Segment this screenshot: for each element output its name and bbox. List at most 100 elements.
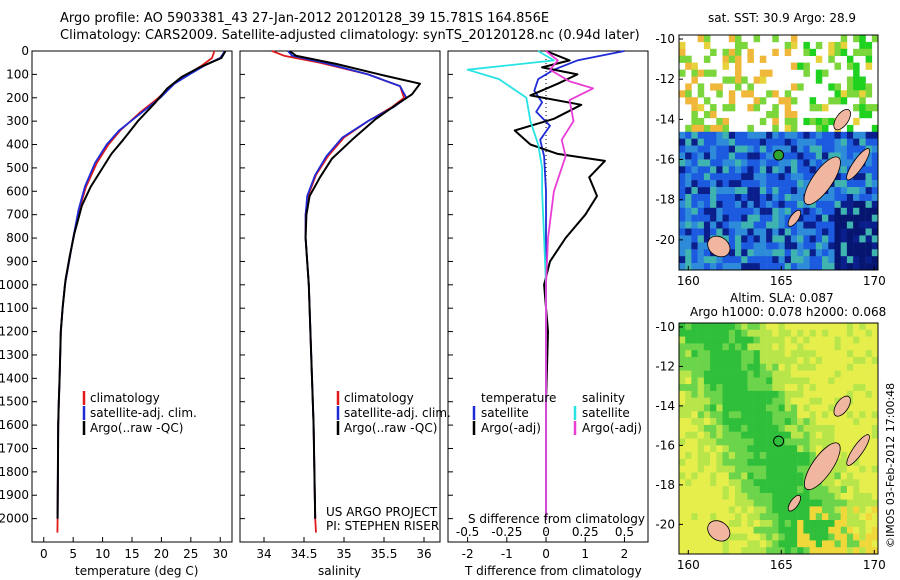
map-cell — [803, 377, 810, 385]
map-cell — [846, 336, 854, 344]
map-cell — [822, 104, 829, 112]
map-cell — [710, 336, 717, 344]
map-cell — [728, 492, 736, 500]
map-cell — [759, 397, 767, 405]
map-cell — [753, 166, 761, 174]
map-cell — [871, 486, 879, 494]
map-cell — [790, 513, 798, 521]
map-cell — [778, 540, 785, 548]
map-cell — [735, 506, 742, 514]
map-cell — [741, 173, 748, 181]
map-cell — [846, 486, 854, 494]
map-cell — [735, 418, 742, 426]
map-cell — [859, 336, 866, 344]
map-cell — [803, 465, 810, 473]
map-cell — [735, 69, 742, 77]
map-cell — [859, 200, 866, 209]
map-cell — [741, 323, 748, 331]
map-cell — [697, 452, 705, 460]
map-cell — [722, 465, 729, 473]
map-cell — [772, 452, 779, 460]
map-cell — [685, 363, 692, 371]
map-cell — [772, 472, 779, 480]
map-cell — [871, 343, 879, 351]
map-cell — [691, 104, 698, 112]
map-cell — [710, 492, 717, 500]
map-cell — [797, 513, 804, 521]
map-cell — [772, 187, 779, 195]
map-cell — [871, 228, 879, 236]
map-cell — [697, 343, 705, 351]
map-cell — [834, 249, 841, 257]
map-cell — [679, 145, 686, 153]
map-cell — [691, 343, 698, 351]
map-cell — [828, 138, 835, 146]
map-cell — [753, 357, 761, 365]
map-cell — [865, 547, 873, 555]
map-cell — [716, 363, 723, 371]
map-cell — [697, 256, 705, 264]
map-cell — [722, 350, 729, 358]
map-cell — [747, 343, 754, 351]
map-cell — [753, 152, 761, 160]
map-cell — [772, 145, 779, 153]
map-cell — [871, 506, 879, 514]
map-cell — [766, 384, 773, 392]
map-cell — [853, 492, 860, 500]
x-tick-label: 34.5 — [291, 547, 318, 561]
map-cell — [747, 48, 754, 56]
map-cell — [741, 152, 748, 160]
map-cell — [710, 69, 717, 77]
map-cell — [735, 445, 742, 453]
map-cell — [766, 166, 773, 174]
map-cell — [865, 173, 873, 181]
map-cell — [778, 431, 785, 439]
map-cell — [703, 418, 711, 426]
map-cell — [710, 104, 717, 112]
map-cell — [865, 111, 873, 119]
map-cell — [828, 506, 835, 514]
island — [833, 108, 851, 131]
map-cell — [790, 263, 798, 271]
map-cell — [735, 492, 742, 500]
map-cell — [710, 207, 717, 215]
map-cell — [815, 242, 823, 250]
map-cell — [828, 235, 835, 243]
map-cell — [797, 173, 804, 181]
map-cell — [871, 187, 879, 195]
map-cell — [697, 187, 705, 195]
map-cell — [834, 486, 841, 494]
map-cell — [790, 159, 798, 167]
map-y-tick-label: -14 — [655, 399, 675, 413]
map-cell — [778, 445, 785, 453]
map-cell — [766, 131, 773, 139]
map-cell — [859, 166, 866, 174]
map-cell — [685, 131, 692, 139]
map-cell — [722, 117, 729, 126]
map-cell — [697, 131, 705, 139]
map-cell — [784, 418, 792, 426]
map-cell — [809, 104, 817, 112]
map-cell — [853, 418, 860, 426]
map-cell — [710, 390, 717, 398]
map-cell — [772, 431, 779, 439]
diff-legend-temp-satellite: satellite — [481, 406, 529, 420]
map-cell — [834, 145, 841, 153]
map-cell — [772, 194, 779, 202]
map-cell — [871, 166, 879, 174]
map-cell — [790, 424, 798, 432]
map-cell — [840, 97, 848, 105]
map-cell — [679, 390, 686, 398]
map-cell — [834, 384, 841, 392]
map-cell — [834, 235, 841, 243]
map-cell — [803, 452, 810, 460]
map-cell — [697, 350, 705, 358]
map-cell — [703, 221, 711, 229]
map-cell — [679, 472, 686, 480]
map-cell — [834, 397, 841, 405]
map-y-tick-label: -14 — [655, 112, 675, 126]
map-cell — [703, 166, 711, 174]
map-cell — [753, 486, 761, 494]
map-cell — [815, 329, 823, 337]
map-cell — [809, 336, 817, 344]
